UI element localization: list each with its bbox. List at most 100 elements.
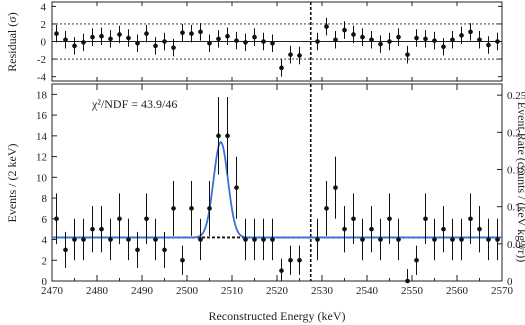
- right-y-tick-label: 0.05: [507, 239, 525, 251]
- data-point: [243, 237, 248, 242]
- residual-x-ticks: [51, 2, 503, 81]
- right-y-tick-label: 0.15: [507, 164, 525, 176]
- residual-point: [315, 39, 320, 44]
- y-axis-label: Events / (2 keV): [5, 144, 19, 223]
- data-point: [189, 206, 194, 211]
- data-point: [441, 226, 446, 232]
- residual-point: [54, 31, 59, 36]
- residual-point: [360, 34, 365, 40]
- data-point: [270, 237, 275, 242]
- data-point: [297, 257, 302, 263]
- y-tick-label: 6: [42, 214, 48, 226]
- data-point: [324, 206, 329, 211]
- y-tick-label: 16: [36, 110, 48, 122]
- residual-point: [90, 34, 95, 40]
- residual-point: [477, 37, 482, 43]
- residual-point: [99, 33, 104, 39]
- residual-point: [423, 36, 428, 42]
- data-point: [117, 216, 122, 222]
- data-point: [477, 226, 482, 232]
- residual-point: [216, 36, 221, 42]
- data-point: [198, 237, 203, 242]
- residual-point: [63, 37, 68, 43]
- residual-point: [468, 29, 473, 35]
- data-point: [108, 237, 113, 242]
- data-point: [486, 237, 491, 242]
- residual-point: [324, 24, 329, 29]
- residual-point: [189, 31, 194, 36]
- spectrum-data-points: [54, 97, 500, 284]
- data-point: [90, 226, 95, 232]
- residual-data-points: [54, 17, 500, 77]
- y-axis-ticks: 0 2 4 6 8 10 12 14 16 18: [36, 89, 57, 288]
- y-tick-label: 12: [36, 152, 47, 164]
- right-y-axis-ticks: 0 0.05 0.1 0.15 0.2 0.25: [497, 90, 525, 288]
- data-point: [414, 257, 419, 263]
- residual-point: [441, 44, 446, 50]
- residual-point: [432, 38, 437, 43]
- residual-y-tick-label: 0: [41, 37, 47, 49]
- data-point: [432, 237, 437, 242]
- x-tick-label: 2520: [266, 285, 289, 297]
- data-point: [423, 216, 428, 222]
- x-tick-label: 2560: [446, 285, 469, 297]
- residual-point: [126, 35, 131, 41]
- y-tick-label: 0: [42, 276, 48, 288]
- residual-point: [414, 35, 419, 41]
- residual-point: [243, 40, 248, 45]
- residual-point: [153, 43, 158, 49]
- x-tick-label: 2480: [86, 285, 109, 297]
- residual-point: [342, 27, 347, 33]
- data-point: [495, 237, 500, 242]
- residual-point: [180, 30, 185, 36]
- residual-point: [297, 53, 302, 58]
- data-point: [396, 237, 401, 242]
- x-tick-label: 2470: [41, 285, 64, 297]
- right-y-tick-label: 0.1: [507, 202, 521, 214]
- residual-reference-lines: [52, 23, 502, 60]
- data-point: [315, 237, 320, 242]
- data-point: [252, 237, 257, 242]
- data-point: [144, 216, 149, 222]
- data-point: [180, 257, 185, 263]
- x-tick-label: 2570: [491, 285, 514, 297]
- x-tick-label: 2540: [356, 285, 379, 297]
- residual-point: [279, 65, 284, 71]
- residual-y-label: Residual (σ): [5, 12, 19, 71]
- residual-y-tick-label: -2: [37, 54, 46, 66]
- residual-point: [171, 45, 176, 50]
- residual-point: [288, 52, 293, 57]
- residual-point: [198, 29, 203, 35]
- residual-point: [72, 43, 77, 49]
- residual-y-tick-label: -4: [37, 72, 47, 84]
- residual-point: [252, 34, 257, 40]
- data-point: [153, 237, 158, 242]
- residual-point: [405, 52, 410, 57]
- residual-y-tick-label: 4: [41, 1, 47, 13]
- y-tick-label: 4: [42, 235, 48, 247]
- residual-y-ticks: -4 -2 0 2 4: [37, 1, 502, 84]
- data-point: [54, 216, 59, 222]
- spectrum-panel: 2470 2480 2490 2500 2510 2520 2530 2540 2550 2560…: [5, 83, 525, 323]
- residual-point: [396, 34, 401, 40]
- data-point: [81, 237, 86, 242]
- fit-line: [52, 140, 502, 239]
- x-tick-label: 2510: [221, 285, 244, 297]
- right-y-tick-label: 0: [507, 276, 513, 288]
- x-tick-label: 2530: [311, 285, 334, 297]
- x-axis-ticks: 2470 2480 2490 2500 2510 2520 2530 2540 2550 2560…: [41, 84, 514, 297]
- data-point: [342, 226, 347, 232]
- residual-point: [207, 40, 212, 46]
- right-y-tick-label: 0.25: [507, 90, 525, 102]
- data-point: [207, 206, 212, 211]
- residual-point: [495, 39, 500, 44]
- residual-y-tick-label: 2: [41, 19, 47, 31]
- x-axis-label: Reconstructed Energy (keV): [208, 309, 345, 323]
- data-point: [378, 237, 383, 242]
- data-point: [468, 216, 473, 222]
- residual-point: [117, 32, 122, 37]
- residual-point: [378, 41, 383, 47]
- data-point: [369, 226, 374, 232]
- data-point: [234, 185, 239, 190]
